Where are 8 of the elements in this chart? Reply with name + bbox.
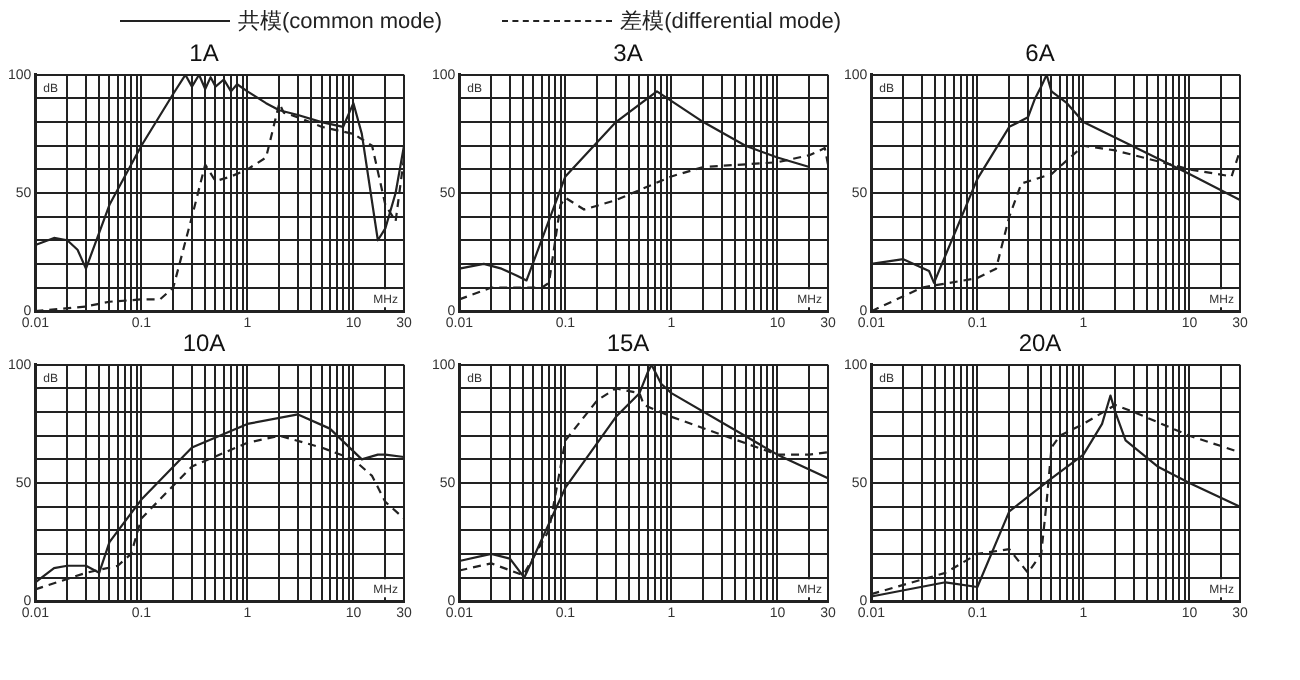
chart-title: 15A: [606, 329, 650, 358]
legend-label: 差模(differential mode): [620, 8, 842, 36]
chart-title: 6A: [1025, 39, 1055, 68]
legend-label: 共模(common mode): [238, 8, 443, 36]
chart-title: 20A: [1018, 329, 1062, 358]
chart-title: 1A: [189, 39, 219, 68]
chart-title: 3A: [613, 39, 643, 68]
chart-title: 10A: [182, 329, 226, 358]
